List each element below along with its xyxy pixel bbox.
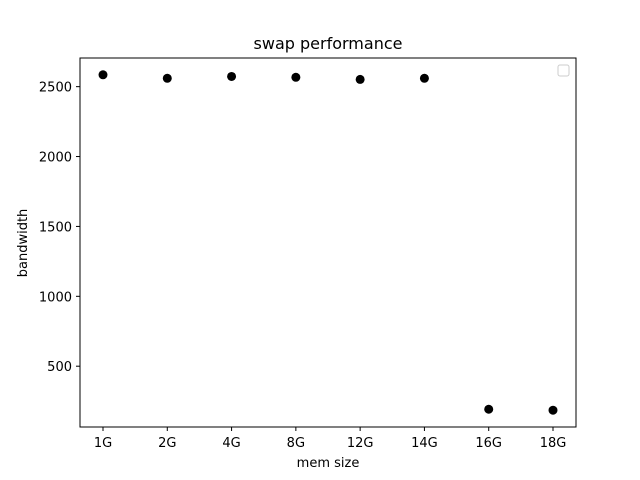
y-tick-label: 2500 xyxy=(39,81,72,96)
data-point xyxy=(291,72,301,82)
x-axis-title: mem size xyxy=(297,456,360,471)
x-tick-label: 8G xyxy=(287,436,305,451)
y-axis: 500 1000 1500 2000 2500 xyxy=(39,81,80,375)
y-tick-label: 1000 xyxy=(39,290,72,305)
x-tick-label: 16G xyxy=(475,436,502,451)
data-point xyxy=(484,404,494,414)
x-tick-label: 12G xyxy=(347,436,374,451)
y-tick-label: 2000 xyxy=(39,151,72,166)
plot-frame xyxy=(79,57,577,428)
x-tick-label: 4G xyxy=(222,436,240,451)
x-tick-label: 2G xyxy=(158,436,176,451)
plot-area xyxy=(79,57,577,428)
legend-box xyxy=(557,64,570,77)
y-tick-label: 500 xyxy=(47,360,72,375)
data-point xyxy=(548,405,558,415)
x-tick-label: 18G xyxy=(540,436,567,451)
x-axis: 1G 2G 4G 8G 12G 14G 16G 18G xyxy=(94,427,566,451)
data-point xyxy=(98,70,108,80)
data-point xyxy=(355,74,365,84)
x-tick-label: 14G xyxy=(411,436,438,451)
y-tick-label: 1500 xyxy=(39,220,72,235)
data-point xyxy=(162,73,172,83)
data-points xyxy=(98,70,558,415)
y-axis-title: bandwidth xyxy=(16,209,31,278)
data-point xyxy=(227,71,237,81)
x-tick-label: 1G xyxy=(94,436,112,451)
chart-title: swap performance xyxy=(254,34,403,53)
data-point xyxy=(419,73,429,83)
